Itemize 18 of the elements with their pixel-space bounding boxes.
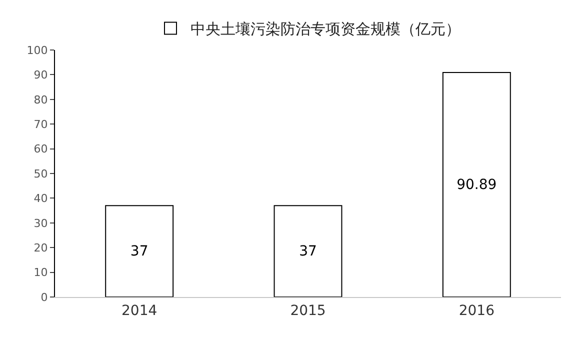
legend-label: 中央土壤污染防治专项资金规模（亿元）: [190, 20, 460, 38]
x-tick-label: 2016: [458, 302, 495, 319]
x-tick-label: 2014: [122, 302, 158, 319]
y-tick-label: 90: [34, 68, 48, 82]
y-tick-label: 10: [34, 266, 48, 280]
y-tick-label: 40: [34, 192, 48, 206]
data-label: 90.89: [456, 176, 497, 193]
y-tick-label: 80: [34, 93, 48, 106]
y-tick-label: 100: [26, 44, 48, 57]
data-label: 37: [299, 243, 317, 260]
y-tick-label: 60: [34, 142, 48, 156]
y-tick-label: 30: [34, 216, 48, 230]
y-tick-label: 50: [34, 167, 48, 180]
y-tick-label: 20: [34, 241, 48, 254]
y-tick-label: 70: [34, 118, 48, 131]
data-label: 37: [130, 243, 148, 260]
y-tick-label: 0: [40, 290, 48, 304]
x-tick-label: 2015: [290, 302, 326, 319]
